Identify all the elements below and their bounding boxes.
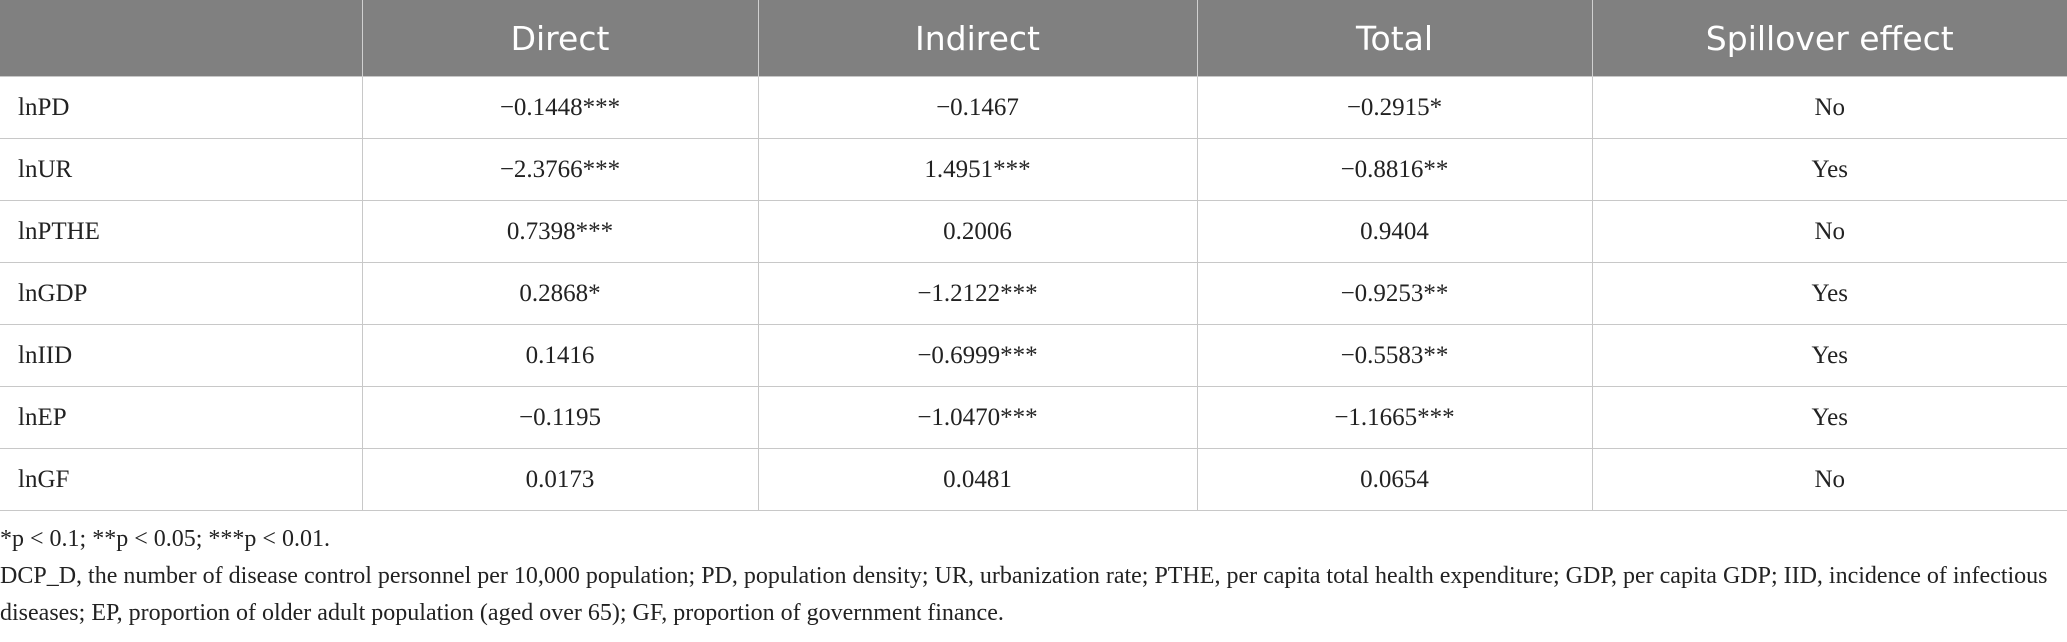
row-label: lnEP bbox=[0, 386, 363, 449]
table-cell: −1.2122*** bbox=[757, 262, 1198, 325]
table-cell: 0.9404 bbox=[1196, 200, 1593, 263]
table-cell: −1.1665*** bbox=[1196, 386, 1593, 449]
table-cell: 1.4951*** bbox=[757, 138, 1198, 201]
row-label: lnPTHE bbox=[0, 200, 363, 263]
table-cell: 0.0654 bbox=[1196, 448, 1593, 511]
table-cell: −1.0470*** bbox=[757, 386, 1198, 449]
table-row: lnPD −0.1448*** −0.1467 −0.2915* No bbox=[0, 76, 2067, 139]
table-cell: −0.2915* bbox=[1196, 76, 1593, 139]
row-label: lnGDP bbox=[0, 262, 363, 325]
row-label: lnGF bbox=[0, 448, 363, 511]
table-cell: 0.1416 bbox=[361, 324, 759, 387]
results-table: Direct Indirect Total Spillover effect lnPD… bbox=[0, 0, 2067, 511]
table-cell: 0.2868* bbox=[361, 262, 759, 325]
table-row: lnGF 0.0173 0.0481 0.0654 No bbox=[0, 448, 2067, 511]
header-cell: Spillover effect bbox=[1592, 0, 2067, 77]
footnote: DCP_D, the number of disease control per… bbox=[0, 563, 2048, 626]
table-cell: 0.7398*** bbox=[361, 200, 759, 263]
table-cell: −2.3766*** bbox=[361, 138, 759, 201]
table-cell: Yes bbox=[1591, 262, 2067, 325]
table-row: lnIID 0.1416 −0.6999*** −0.5583** Yes bbox=[0, 324, 2067, 387]
table-cell: No bbox=[1591, 448, 2067, 511]
table-cell: −0.6999*** bbox=[757, 324, 1198, 387]
table-row: lnPTHE 0.7398*** 0.2006 0.9404 No bbox=[0, 200, 2067, 263]
row-label: lnPD bbox=[0, 76, 363, 139]
table-cell: No bbox=[1591, 200, 2067, 263]
table-body: lnPD −0.1448*** −0.1467 −0.2915* No lnUR −2.37… bbox=[0, 76, 2067, 511]
table-cell: 0.0481 bbox=[757, 448, 1198, 511]
table-cell: Yes bbox=[1591, 386, 2067, 449]
table-cell: −0.5583** bbox=[1196, 324, 1593, 387]
table-cell: 0.2006 bbox=[757, 200, 1198, 263]
table-row: lnEP −0.1195 −1.0470*** −1.1665*** Yes bbox=[0, 386, 2067, 449]
header-row: Direct Indirect Total Spillover effect bbox=[0, 0, 2067, 77]
footnotes: *p < 0.1; **p < 0.05; ***p < 0.01. DCP_D,… bbox=[0, 521, 2067, 632]
table-cell: −0.8816** bbox=[1196, 138, 1593, 201]
table-cell: −0.1195 bbox=[361, 386, 759, 449]
header-cell: Total bbox=[1197, 0, 1593, 77]
header-cell: Indirect bbox=[758, 0, 1198, 77]
table-row: lnUR −2.3766*** 1.4951*** −0.8816** Yes bbox=[0, 138, 2067, 201]
table-cell: Yes bbox=[1591, 324, 2067, 387]
table-cell: Yes bbox=[1591, 138, 2067, 201]
table-cell: −0.1448*** bbox=[361, 76, 759, 139]
row-label: lnIID bbox=[0, 324, 363, 387]
table-cell: −0.1467 bbox=[757, 76, 1198, 139]
footnote: *p < 0.1; **p < 0.05; ***p < 0.01. bbox=[0, 526, 330, 552]
row-label: lnUR bbox=[0, 138, 363, 201]
table-row: lnGDP 0.2868* −1.2122*** −0.9253** Yes bbox=[0, 262, 2067, 325]
header-cell bbox=[0, 0, 363, 77]
table-cell: No bbox=[1591, 76, 2067, 139]
table-cell: 0.0173 bbox=[361, 448, 759, 511]
header-cell: Direct bbox=[362, 0, 759, 77]
table-cell: −0.9253** bbox=[1196, 262, 1593, 325]
